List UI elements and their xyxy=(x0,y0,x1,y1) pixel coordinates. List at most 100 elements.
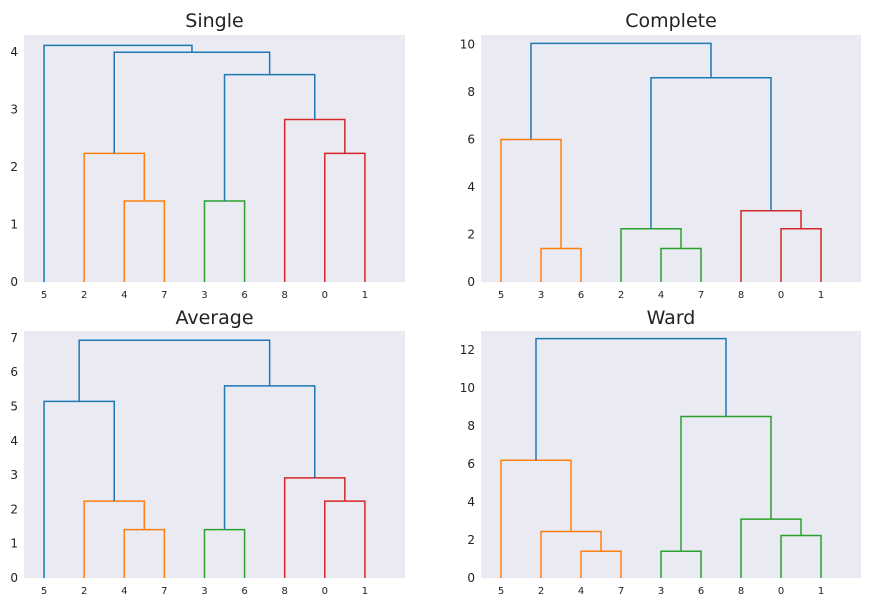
y-tick-label: 5 xyxy=(10,399,18,413)
leaf-label: 2 xyxy=(538,586,544,597)
y-ticks-ward: 0 2 4 6 8 10 12 xyxy=(460,343,475,585)
y-tick-label: 7 xyxy=(10,331,18,345)
links-ward xyxy=(500,337,822,578)
leaf-label: 8 xyxy=(738,290,744,301)
subplot-title-single: Single xyxy=(185,10,243,32)
leaf-label: 5 xyxy=(41,586,47,597)
leaf-label: 2 xyxy=(81,290,87,301)
subplot-title-complete: Complete xyxy=(625,10,717,32)
leaf-label: 3 xyxy=(201,290,207,301)
leaf-label: 3 xyxy=(658,586,664,597)
y-tick-label: 4 xyxy=(467,495,475,509)
y-tick-label: 4 xyxy=(10,45,18,59)
subplot-complete: Complete 0 2 4 6 8 10 5 3 6 2 4 7 8 0 1 xyxy=(460,10,861,301)
y-tick-label: 0 xyxy=(467,571,475,585)
y-tick-label: 12 xyxy=(460,343,475,357)
y-tick-label: 10 xyxy=(460,381,475,395)
leaf-label: 6 xyxy=(241,586,247,597)
leaf-label: 3 xyxy=(201,586,207,597)
leaf-label: 6 xyxy=(698,586,704,597)
leaf-label: 2 xyxy=(81,586,87,597)
y-tick-label: 8 xyxy=(467,85,475,99)
y-tick-label: 6 xyxy=(10,365,18,379)
subplot-title-average: Average xyxy=(175,307,253,329)
plot-area-complete xyxy=(481,35,861,282)
dendrogram-link xyxy=(283,118,346,282)
y-ticks-complete: 0 2 4 6 8 10 xyxy=(460,38,475,290)
y-tick-label: 3 xyxy=(10,103,18,117)
subplot-ward: Ward 0 2 4 6 8 10 12 5 2 4 7 3 6 8 0 1 xyxy=(460,307,861,597)
leaf-label: 5 xyxy=(41,290,47,301)
leaf-label: 5 xyxy=(498,290,504,301)
dendrogram-link xyxy=(203,200,246,282)
x-ticks-complete: 5 3 6 2 4 7 8 0 1 xyxy=(498,290,824,301)
dendrogram-link xyxy=(535,337,727,461)
y-ticks-single: 0 1 2 3 4 xyxy=(10,45,18,289)
leaf-label: 1 xyxy=(362,290,368,301)
leaf-label: 7 xyxy=(698,290,704,301)
leaf-label: 8 xyxy=(281,586,287,597)
y-tick-label: 6 xyxy=(467,457,475,471)
dendrogram-link xyxy=(223,385,316,530)
dendrogram-link xyxy=(78,339,271,402)
dendrogram-link xyxy=(530,42,712,140)
dendrogram-link xyxy=(113,51,271,154)
leaf-label: 7 xyxy=(161,586,167,597)
leaf-label: 8 xyxy=(738,586,744,597)
y-tick-label: 0 xyxy=(467,275,475,289)
leaf-label: 6 xyxy=(241,290,247,301)
y-tick-label: 2 xyxy=(10,160,18,174)
leaf-label: 1 xyxy=(362,586,368,597)
dendrogram-link xyxy=(223,73,316,202)
leaf-label: 1 xyxy=(818,586,824,597)
y-tick-label: 10 xyxy=(460,38,475,52)
leaf-label: 4 xyxy=(121,290,127,301)
x-ticks-average: 5 2 4 7 3 6 8 0 1 xyxy=(41,586,368,597)
plot-area-single xyxy=(24,35,405,282)
subplot-average: Average 0 1 2 3 4 5 6 7 5 2 4 7 3 6 8 0 1 xyxy=(10,307,405,597)
y-tick-label: 0 xyxy=(10,571,18,585)
dendrogram-link xyxy=(123,200,166,282)
leaf-label: 5 xyxy=(498,586,504,597)
y-tick-label: 4 xyxy=(467,180,475,194)
dendrogram-link xyxy=(43,44,193,282)
y-tick-label: 8 xyxy=(467,419,475,433)
leaf-label: 7 xyxy=(618,586,624,597)
y-tick-label: 2 xyxy=(467,533,475,547)
y-tick-label: 3 xyxy=(10,468,18,482)
leaf-label: 0 xyxy=(322,290,328,301)
y-tick-label: 2 xyxy=(10,502,18,516)
y-tick-label: 2 xyxy=(467,228,475,242)
leaf-label: 4 xyxy=(121,586,127,597)
subplot-title-ward: Ward xyxy=(647,307,696,329)
leaf-label: 2 xyxy=(618,290,624,301)
leaf-label: 8 xyxy=(281,290,287,301)
leaf-label: 1 xyxy=(818,290,824,301)
dendrogram-link xyxy=(83,500,146,578)
links-average xyxy=(43,339,366,578)
y-tick-label: 6 xyxy=(467,133,475,147)
x-ticks-single: 5 2 4 7 3 6 8 0 1 xyxy=(41,290,368,301)
leaf-label: 0 xyxy=(322,586,328,597)
leaf-label: 0 xyxy=(778,586,784,597)
dendrogram-link xyxy=(324,500,366,578)
leaf-label: 4 xyxy=(578,586,584,597)
y-tick-label: 0 xyxy=(10,275,18,289)
links-single xyxy=(43,44,366,282)
leaf-label: 7 xyxy=(161,290,167,301)
x-ticks-ward: 5 2 4 7 3 6 8 0 1 xyxy=(498,586,824,597)
y-tick-label: 1 xyxy=(10,218,18,232)
y-tick-label: 1 xyxy=(10,537,18,551)
links-complete xyxy=(500,42,822,282)
leaf-label: 6 xyxy=(578,290,584,301)
y-ticks-average: 0 1 2 3 4 5 6 7 xyxy=(10,331,18,585)
dendrogram-link xyxy=(283,477,346,578)
plot-area-average xyxy=(24,331,405,578)
leaf-label: 3 xyxy=(538,290,544,301)
y-tick-label: 4 xyxy=(10,434,18,448)
subplot-single: Single 0 1 2 3 4 5 2 4 7 3 6 8 0 1 xyxy=(10,10,405,301)
leaf-label: 0 xyxy=(778,290,784,301)
leaf-label: 4 xyxy=(658,290,664,301)
plot-area-ward xyxy=(481,331,861,578)
